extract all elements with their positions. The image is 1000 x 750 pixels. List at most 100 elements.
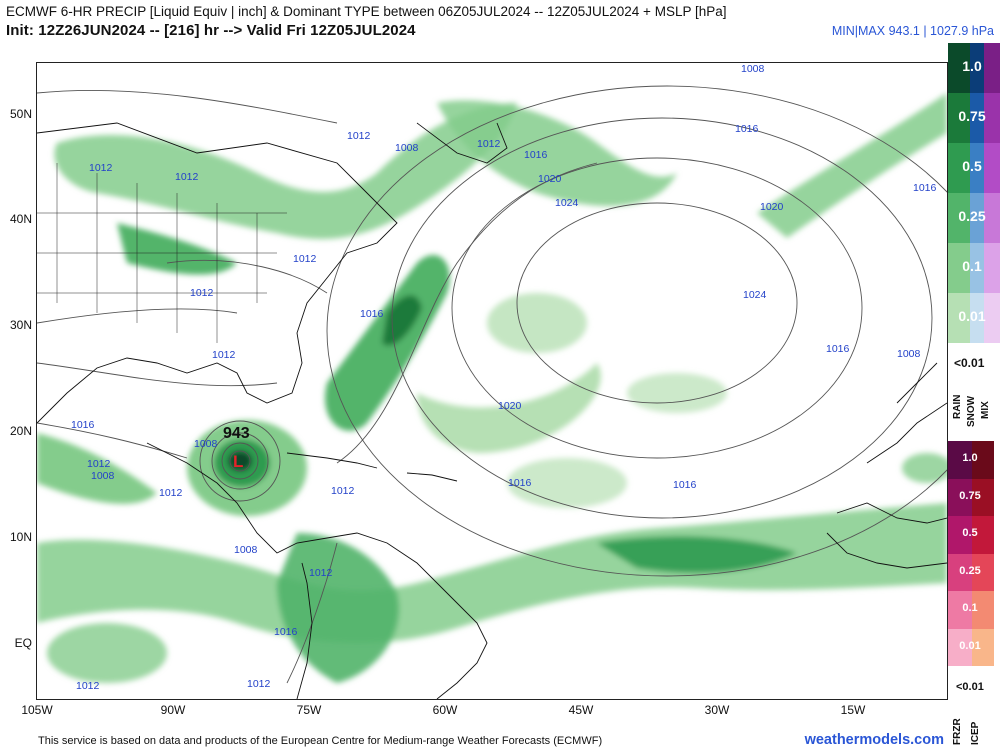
legend-swatch xyxy=(984,143,1000,193)
legend-value: 0.5 xyxy=(962,527,978,539)
low-pressure-symbol: L xyxy=(233,452,243,471)
isobar-label: 1020 xyxy=(538,173,562,185)
legend-swatch xyxy=(970,293,984,343)
legend-swatch xyxy=(984,193,1000,243)
isobar-labels: 1008 1016 1012 1008 1012 1016 1020 1024 … xyxy=(71,63,937,692)
isobar-label: 1012 xyxy=(293,253,317,265)
isobar-label: 1024 xyxy=(743,289,767,301)
legend-value: 0.1 xyxy=(962,602,978,614)
footer-brand-link[interactable]: weathermodels.com xyxy=(804,732,944,748)
precip-legend: 1.0 0.75 0.5 0.25 0.1 0.01 <0.01 RAIN SNOW MI… xyxy=(948,43,1000,750)
legend-swatch xyxy=(970,43,984,93)
low-pressure-value: 943 xyxy=(223,425,250,442)
isobar-label: 1008 xyxy=(194,438,218,450)
legend-swatch xyxy=(948,591,972,629)
legend-swatch xyxy=(984,243,1000,293)
isobar-label: 1016 xyxy=(913,182,937,194)
legend-swatch xyxy=(984,293,1000,343)
legend-swatch xyxy=(972,516,994,554)
precip-shading xyxy=(37,93,947,683)
isobar-label: 1016 xyxy=(826,343,850,355)
map-canvas: 943 L 1008 1016 1012 1008 1012 1016 1020… xyxy=(37,63,947,699)
legend-swatch xyxy=(948,193,970,243)
legend-value: 0.25 xyxy=(959,564,981,577)
map-panel[interactable]: 943 L 1008 1016 1012 1008 1012 1016 1020… xyxy=(36,62,948,700)
minmax-pressure: MIN|MAX 943.1 | 1027.9 hPa xyxy=(831,24,994,38)
lon-label-75w: 75W xyxy=(296,703,322,717)
lat-label-30n: 30N xyxy=(9,318,32,332)
isobar-label: 1012 xyxy=(331,485,355,497)
legend-below-threshold-bottom: <0.01 xyxy=(956,681,984,693)
isobar-label: 1008 xyxy=(395,142,419,154)
legend-swatch xyxy=(948,143,970,193)
legend-swatch xyxy=(948,441,972,479)
legend-value: 0.5 xyxy=(962,158,982,174)
lon-label-60w: 60W xyxy=(432,703,458,717)
legend-swatch xyxy=(972,441,994,479)
legend-swatch xyxy=(948,93,970,143)
isobar-label: 1012 xyxy=(87,458,111,470)
legend-swatch xyxy=(970,143,984,193)
lon-label-45w: 45W xyxy=(568,703,594,717)
legend-swatch xyxy=(970,93,984,143)
legend-value: 0.75 xyxy=(958,108,986,124)
legend-swatch xyxy=(972,591,994,629)
legend-swatch xyxy=(948,478,972,516)
isobar-label: 1008 xyxy=(234,544,258,556)
legend-swatch xyxy=(970,193,984,243)
isobar-label: 1020 xyxy=(760,201,784,213)
map-subtitle: Init: 12Z26JUN2024 -- [216] hr --> Valid… xyxy=(6,22,416,39)
legend-type-mix: MIX xyxy=(980,401,991,419)
isobar-label: 1012 xyxy=(175,171,199,183)
lon-label-90w: 90W xyxy=(160,703,186,717)
map-title: ECMWF 6-HR PRECIP [Liquid Equiv | inch] … xyxy=(6,4,727,19)
legend-value: 0.01 xyxy=(959,639,981,652)
legend-type-frzr: FRZR xyxy=(952,718,963,745)
legend-swatch xyxy=(970,243,984,293)
isobar-label: 1020 xyxy=(498,400,522,412)
legend-swatch xyxy=(972,553,994,591)
lat-label-20n: 20N xyxy=(9,424,32,438)
isobar-label: 1012 xyxy=(309,567,333,579)
isobar-label: 1008 xyxy=(91,470,115,482)
legend-swatch xyxy=(984,43,1000,93)
lat-label-50n: 50N xyxy=(9,107,32,121)
isobar-label: 1012 xyxy=(247,678,271,690)
legend-value: 1.0 xyxy=(962,452,978,464)
legend-swatch xyxy=(948,243,970,293)
isobar-label: 1016 xyxy=(524,149,548,161)
legend-value: 0.25 xyxy=(958,208,986,224)
coastlines xyxy=(37,122,947,699)
legend-swatch xyxy=(948,516,972,554)
isobar-label: 1024 xyxy=(555,197,579,209)
isobar-label: 1008 xyxy=(897,348,921,360)
isobar-label: 1016 xyxy=(673,479,697,491)
lat-label-40n: 40N xyxy=(9,212,32,226)
lon-label-105w: 105W xyxy=(21,703,53,717)
isobar-label: 1012 xyxy=(190,287,214,299)
isobar-label: 1012 xyxy=(212,349,236,361)
legend-swatch xyxy=(948,553,972,591)
lon-label-15w: 15W xyxy=(840,703,866,717)
lat-label-10n: 10N xyxy=(9,530,32,544)
legend-swatch xyxy=(972,628,994,666)
isobar-label: 1012 xyxy=(159,487,183,499)
legend-value: 0.75 xyxy=(959,489,981,502)
isobar-label: 1008 xyxy=(741,63,765,75)
legend-swatch xyxy=(972,478,994,516)
isobar-label: 1016 xyxy=(71,419,95,431)
legend-below-threshold-top: <0.01 xyxy=(954,356,985,370)
lat-label-eq: EQ xyxy=(14,636,32,650)
legend-type-snow: SNOW xyxy=(966,395,977,427)
isobar-label: 1016 xyxy=(735,123,759,135)
isobars xyxy=(37,85,947,684)
lon-label-30w: 30W xyxy=(704,703,730,717)
legend-type-rain: RAIN xyxy=(952,394,963,419)
legend-value: 0.1 xyxy=(962,258,982,274)
legend-value: 0.01 xyxy=(958,308,986,324)
legend-value: 1.0 xyxy=(962,58,982,74)
legend-swatch xyxy=(948,43,970,93)
legend-swatch xyxy=(948,293,970,343)
state-borders xyxy=(37,163,287,343)
isobar-label: 1012 xyxy=(347,130,371,142)
